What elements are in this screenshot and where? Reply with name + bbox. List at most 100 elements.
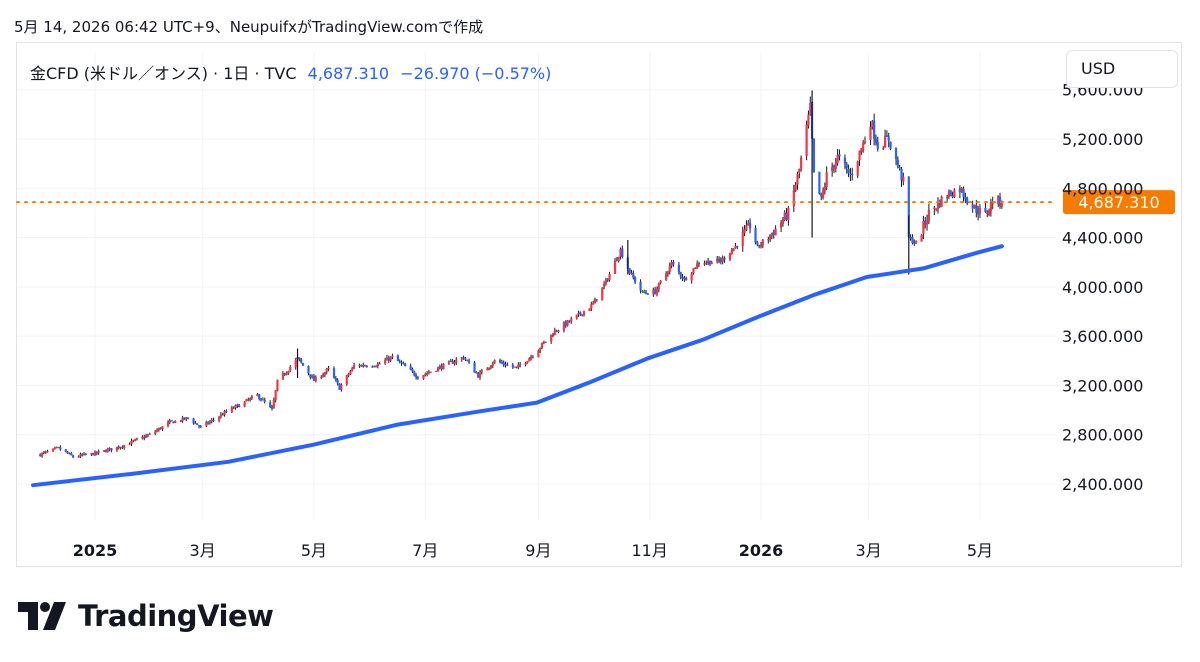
candle-body bbox=[936, 201, 940, 210]
candle-body bbox=[515, 366, 518, 368]
candle-body bbox=[531, 356, 535, 358]
candle-body bbox=[834, 161, 837, 169]
candle-body bbox=[332, 368, 336, 378]
candle-body bbox=[685, 277, 688, 281]
candle-body bbox=[128, 444, 131, 446]
candle-body bbox=[108, 448, 111, 450]
candle-body bbox=[517, 364, 520, 368]
chart-frame bbox=[16, 42, 1182, 567]
candle-body bbox=[845, 164, 848, 169]
candle-body bbox=[363, 365, 367, 367]
candle-body bbox=[39, 454, 42, 457]
candle-body bbox=[281, 373, 285, 380]
candle-body bbox=[938, 200, 941, 207]
candle-body bbox=[590, 304, 593, 309]
candle-body bbox=[787, 207, 790, 221]
candle-body bbox=[172, 421, 175, 424]
candle-body bbox=[143, 436, 146, 439]
candle-body bbox=[911, 237, 914, 244]
candle-body bbox=[882, 147, 885, 149]
symbol-title[interactable]: 金CFD (米ドル／オンス) · 1日 · TVC bbox=[30, 64, 297, 83]
currency-button[interactable]: USD bbox=[1066, 50, 1178, 88]
candle-body bbox=[679, 272, 682, 277]
candle-body bbox=[217, 416, 221, 421]
candle-body bbox=[818, 171, 821, 194]
time-tick-label: 2026 bbox=[739, 541, 784, 560]
candle-body bbox=[378, 363, 381, 365]
candle-body bbox=[132, 440, 135, 442]
candle-body bbox=[871, 121, 874, 128]
candle-body bbox=[935, 208, 938, 210]
candle-body bbox=[767, 239, 770, 241]
candle-body bbox=[294, 359, 297, 368]
candle-body bbox=[639, 281, 642, 291]
tradingview-logo[interactable]: TradingView bbox=[18, 598, 274, 634]
candle-body bbox=[821, 190, 825, 198]
candle-body bbox=[575, 314, 578, 319]
candle-body bbox=[537, 350, 540, 358]
candle-body bbox=[334, 378, 337, 381]
candlestick-series bbox=[39, 90, 1003, 459]
price-axis[interactable]: 5,600.0005,200.0004,800.0004,400.0004,00… bbox=[1062, 81, 1143, 494]
candle-body bbox=[338, 383, 341, 390]
candle-body bbox=[121, 446, 124, 448]
candle-body bbox=[860, 148, 863, 152]
snapshot-caption: 5月 14, 2026 06:42 UTC+9、NeupuifxがTrading… bbox=[14, 18, 484, 36]
candle-body bbox=[748, 222, 752, 229]
candle-body bbox=[486, 368, 489, 371]
symbol-legend[interactable]: 金CFD (米ドル／オンス) · 1日 · TVC 4,687.310 −26.… bbox=[30, 60, 551, 84]
candle-body bbox=[289, 366, 292, 371]
candle-body bbox=[223, 411, 226, 416]
candle-body bbox=[422, 375, 425, 379]
candle-body bbox=[301, 363, 305, 366]
candle-body bbox=[971, 204, 974, 209]
candle-body bbox=[371, 366, 374, 368]
candle-body bbox=[960, 188, 963, 192]
candle-body bbox=[644, 292, 648, 294]
candle-body bbox=[402, 363, 405, 365]
time-tick-label: 11月 bbox=[632, 541, 668, 560]
candle-body bbox=[68, 453, 71, 455]
legend-change: −26.970 (−0.57%) bbox=[400, 64, 552, 83]
candle-body bbox=[838, 154, 841, 157]
candle-body bbox=[602, 284, 606, 287]
candle-body bbox=[117, 446, 120, 449]
candle-body bbox=[655, 288, 659, 295]
candle-body bbox=[462, 357, 465, 359]
candle-body bbox=[475, 372, 478, 374]
candle-body bbox=[323, 372, 327, 375]
candle-body bbox=[513, 366, 516, 368]
candle-body bbox=[717, 258, 721, 261]
candle-body bbox=[353, 365, 356, 368]
candle-body bbox=[601, 287, 604, 301]
candle-body bbox=[665, 273, 668, 281]
last-price-line: 4,687.310 bbox=[16, 190, 1175, 215]
candle-body bbox=[809, 102, 812, 115]
candle-body bbox=[734, 245, 737, 248]
candle-body bbox=[207, 422, 210, 424]
candle-body bbox=[732, 248, 735, 251]
candle-body bbox=[55, 447, 58, 449]
candle-body bbox=[883, 135, 887, 148]
candle-body bbox=[570, 318, 573, 322]
last-price-label-bg bbox=[1063, 190, 1175, 215]
candle-body bbox=[958, 188, 961, 193]
candle-body bbox=[307, 365, 310, 374]
candle-body bbox=[154, 431, 157, 434]
candle-body bbox=[51, 448, 55, 451]
candle-body bbox=[404, 363, 407, 367]
candle-body bbox=[376, 363, 379, 367]
time-axis[interactable]: 2025 3月 5月 7月 9月 11月 2026 3月 5月 bbox=[73, 541, 993, 560]
candle-body bbox=[986, 212, 989, 214]
candle-body bbox=[221, 414, 224, 416]
candle-body bbox=[849, 173, 852, 175]
candle-body bbox=[677, 264, 680, 273]
candle-body bbox=[772, 232, 775, 236]
candle-body bbox=[225, 411, 228, 413]
candle-body bbox=[106, 449, 109, 453]
candle-body bbox=[480, 370, 483, 373]
candle-body bbox=[493, 359, 496, 364]
candle-body bbox=[93, 451, 97, 456]
candle-body bbox=[529, 356, 533, 359]
